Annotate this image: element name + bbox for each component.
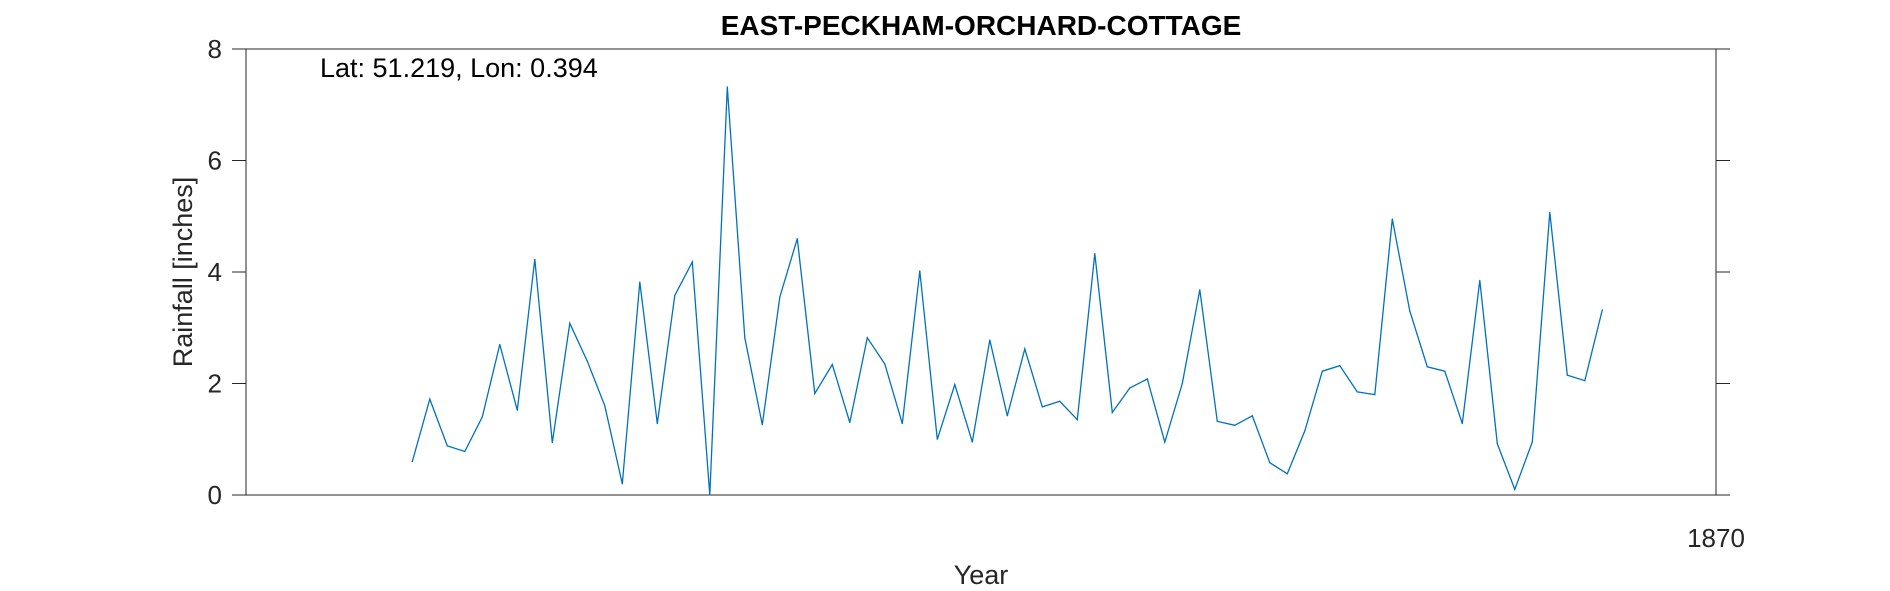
- data-point: [656, 423, 658, 425]
- data-point: [1251, 415, 1253, 417]
- data-point: [1601, 309, 1603, 311]
- data-point: [1549, 211, 1551, 213]
- data-point: [1321, 370, 1323, 372]
- data-point: [534, 258, 536, 260]
- y-tick-label: 8: [208, 34, 222, 64]
- data-point: [1269, 462, 1271, 464]
- data-point: [1059, 400, 1061, 402]
- data-point: [1391, 218, 1393, 220]
- data-point: [621, 483, 623, 485]
- data-point: [1216, 420, 1218, 422]
- x-axis-label: Year: [954, 560, 1009, 590]
- data-point: [674, 294, 676, 296]
- data-point: [516, 409, 518, 411]
- data-point: [726, 86, 728, 88]
- plot-area: [246, 49, 1716, 495]
- data-point: [1461, 423, 1463, 425]
- data-point: [1479, 279, 1481, 281]
- data-point: [1146, 378, 1148, 380]
- data-point: [796, 238, 798, 240]
- x-tick-label: 1870: [1687, 523, 1745, 553]
- data-point: [936, 438, 938, 440]
- data-point: [884, 363, 886, 365]
- data-point: [1409, 310, 1411, 312]
- data-point: [481, 416, 483, 418]
- data-point: [954, 384, 956, 386]
- data-point: [971, 441, 973, 443]
- data-point: [1006, 415, 1008, 417]
- data-point: [1024, 348, 1026, 350]
- data-point: [429, 398, 431, 400]
- y-tick-label: 6: [208, 146, 222, 176]
- data-point: [1164, 441, 1166, 443]
- data-point: [551, 442, 553, 444]
- data-point: [1041, 406, 1043, 408]
- data-point: [499, 343, 501, 346]
- data-point: [814, 392, 816, 395]
- data-point: [901, 423, 903, 425]
- data-point: [1496, 443, 1498, 445]
- data-point: [1444, 370, 1446, 372]
- location-annotation: Lat: 51.219, Lon: 0.394: [320, 53, 598, 83]
- y-tick-label: 2: [208, 369, 222, 399]
- data-point: [586, 360, 588, 362]
- data-point: [919, 270, 921, 272]
- data-point: [691, 261, 693, 263]
- data-point: [1356, 391, 1358, 393]
- data-point: [1199, 289, 1201, 291]
- data-point: [446, 445, 448, 447]
- y-axis-label: Rainfall [inches]: [168, 177, 198, 368]
- series-group: [411, 86, 1603, 496]
- data-point: [1094, 253, 1096, 255]
- data-point: [761, 424, 763, 426]
- ticks: 0 2 4 6 8 1870: [208, 34, 1745, 553]
- data-point: [866, 337, 868, 339]
- data-point: [1286, 473, 1288, 475]
- data-point: [1426, 366, 1428, 368]
- data-point: [1234, 424, 1236, 426]
- data-point: [709, 494, 711, 496]
- data-point: [1374, 394, 1376, 396]
- data-point: [1566, 374, 1568, 376]
- y-tick-label: 0: [208, 480, 222, 510]
- data-point: [464, 450, 466, 453]
- data-point: [989, 339, 991, 341]
- data-point: [569, 322, 571, 324]
- data-point: [1076, 419, 1078, 421]
- data-point: [1129, 387, 1131, 389]
- data-point: [1111, 411, 1113, 414]
- data-point: [1304, 430, 1306, 432]
- data-point: [744, 337, 746, 339]
- data-point: [779, 296, 781, 298]
- data-point: [1584, 380, 1586, 382]
- data-point: [1514, 488, 1516, 490]
- data-point: [639, 281, 641, 283]
- data-point: [411, 461, 413, 463]
- data-point: [831, 363, 833, 366]
- data-point: [1181, 382, 1183, 385]
- chart-title: EAST-PECKHAM-ORCHARD-COTTAGE: [721, 10, 1242, 41]
- y-tick-label: 4: [208, 257, 222, 287]
- data-point: [604, 405, 606, 407]
- data-point: [1531, 441, 1533, 443]
- data-point: [1339, 365, 1341, 367]
- data-point: [849, 421, 851, 424]
